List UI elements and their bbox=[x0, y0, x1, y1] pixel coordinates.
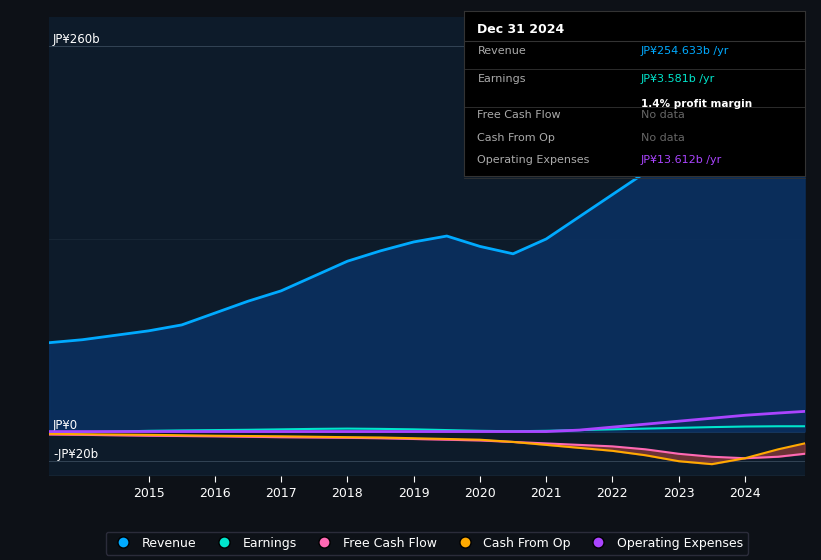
Text: No data: No data bbox=[641, 110, 685, 120]
Text: Free Cash Flow: Free Cash Flow bbox=[478, 110, 561, 120]
Text: JP¥260b: JP¥260b bbox=[53, 34, 101, 46]
Text: JP¥3.581b /yr: JP¥3.581b /yr bbox=[641, 74, 715, 84]
Text: Revenue: Revenue bbox=[478, 46, 526, 56]
Text: -JP¥20b: -JP¥20b bbox=[53, 448, 99, 461]
Text: Cash From Op: Cash From Op bbox=[478, 133, 555, 143]
Text: Operating Expenses: Operating Expenses bbox=[478, 155, 589, 165]
Text: No data: No data bbox=[641, 133, 685, 143]
Text: Dec 31 2024: Dec 31 2024 bbox=[478, 23, 565, 36]
Text: Earnings: Earnings bbox=[478, 74, 526, 84]
Text: JP¥13.612b /yr: JP¥13.612b /yr bbox=[641, 155, 722, 165]
Text: JP¥254.633b /yr: JP¥254.633b /yr bbox=[641, 46, 729, 56]
Text: JP¥0: JP¥0 bbox=[53, 418, 78, 432]
Text: 1.4% profit margin: 1.4% profit margin bbox=[641, 99, 752, 109]
Legend: Revenue, Earnings, Free Cash Flow, Cash From Op, Operating Expenses: Revenue, Earnings, Free Cash Flow, Cash … bbox=[106, 531, 748, 555]
